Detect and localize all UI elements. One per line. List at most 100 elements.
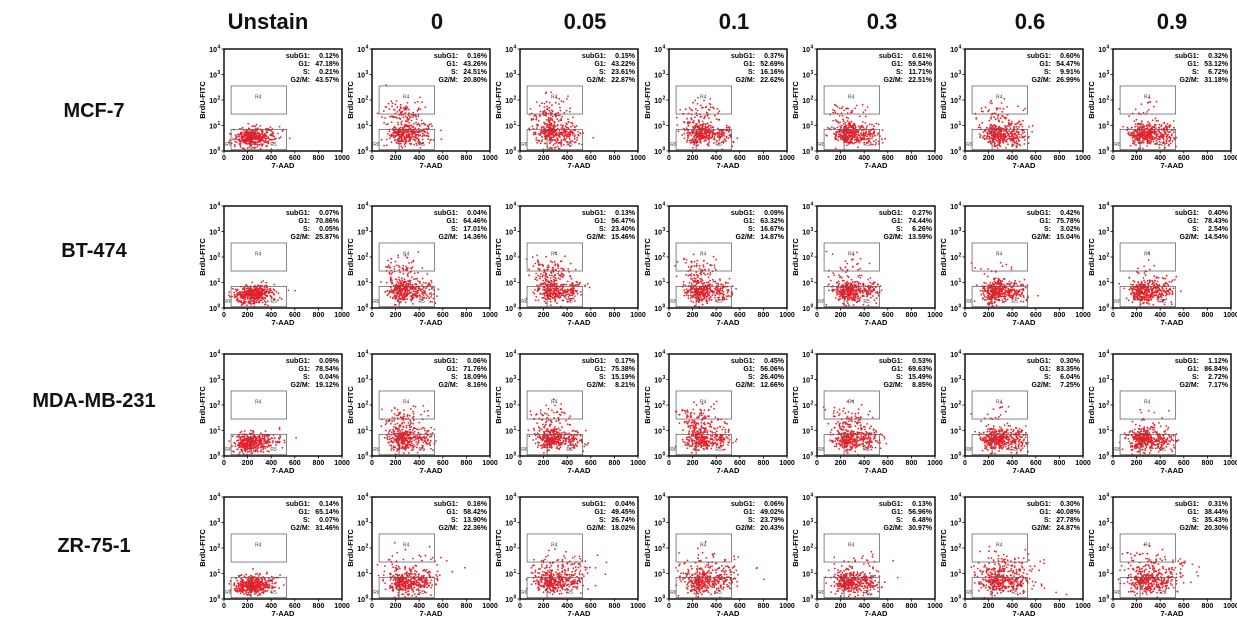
scatter-point [1172, 131, 1175, 134]
scatter-point [265, 131, 268, 134]
scatter-point [562, 299, 565, 302]
x-axis-label: 7-AAD [420, 161, 444, 170]
scatter-point [1003, 97, 1006, 100]
scatter-point [696, 109, 699, 112]
scatter-point [685, 262, 687, 264]
scatter-point [712, 255, 715, 258]
scatter-point [432, 297, 435, 300]
scatter-point [546, 122, 548, 125]
y-tick-exponent: 0 [663, 147, 666, 153]
scatter-point [1007, 143, 1009, 146]
scatter-point [271, 134, 274, 137]
scatter-point [873, 140, 875, 143]
x-tick-label: 800 [461, 312, 473, 319]
scatter-point [267, 140, 270, 143]
scatter-point [1173, 138, 1176, 140]
scatter-point [703, 259, 705, 262]
scatter-point [559, 106, 561, 109]
scatter-point [726, 126, 728, 129]
y-tick-label: 10 [357, 98, 365, 105]
y-tick-exponent: 2 [218, 253, 221, 259]
scatter-point [254, 129, 257, 132]
scatter-point [735, 287, 737, 290]
scatter-point [421, 138, 424, 141]
scatter-point [554, 146, 557, 149]
scatter-point [992, 140, 995, 143]
scatter-point [560, 117, 563, 120]
scatter-point [541, 132, 544, 134]
scatter-point [251, 281, 254, 284]
scatter-point [415, 121, 417, 124]
scatter-point [722, 290, 725, 293]
scatter-point [836, 120, 839, 123]
scatter-point [245, 301, 247, 303]
scatter-point [884, 137, 886, 140]
scatter-point [862, 111, 865, 114]
scatter-point [708, 138, 710, 141]
scatter-point [853, 139, 856, 141]
scatter-point [834, 147, 837, 150]
scatter-point [402, 131, 404, 134]
scatter-point [842, 118, 844, 121]
scatter-point [853, 122, 855, 125]
column-header: 0.9 [1157, 9, 1188, 34]
scatter-point [240, 304, 243, 306]
scatter-point [1134, 125, 1137, 128]
column-header: 0.05 [564, 9, 607, 34]
gate-r4 [378, 85, 435, 115]
scatter-point [536, 254, 539, 257]
scatter-point [699, 296, 702, 298]
scatter-point [558, 147, 561, 150]
scatter-point [234, 140, 237, 143]
scatter-point [699, 280, 702, 283]
scatter-point [690, 134, 693, 137]
y-tick-label: 10 [1098, 73, 1106, 80]
scatter-point [253, 125, 255, 128]
scatter-point [1004, 126, 1007, 128]
scatter-point [997, 115, 999, 117]
x-axis-label: 7-AAD [717, 161, 741, 170]
scatter-point [689, 133, 691, 135]
scatter-point [394, 127, 397, 129]
scatter-point [263, 134, 265, 137]
y-tick-label: 10 [505, 306, 513, 313]
scatter-point [392, 289, 395, 291]
scatter-point [395, 100, 398, 102]
gate-label: R4 [996, 95, 1003, 101]
scatter-point [381, 116, 383, 118]
scatter-point [557, 120, 560, 123]
scatter-point [246, 147, 249, 150]
x-tick-label: 800 [313, 155, 325, 162]
y-tick-exponent: 2 [663, 96, 666, 102]
stat-value: 25.87% [315, 234, 340, 241]
stat-value: 6.72% [1208, 69, 1229, 76]
scatter-point [1024, 107, 1026, 110]
scatter-point [246, 304, 248, 306]
scatter-point [569, 110, 571, 113]
scatter-point [576, 283, 579, 286]
scatter-point [542, 274, 544, 277]
scatter-point [1145, 125, 1148, 128]
scatter-point [534, 278, 537, 281]
scatter-point [700, 278, 703, 280]
scatter-point [1031, 130, 1033, 133]
scatter-point [1023, 136, 1025, 139]
scatter-point [1141, 131, 1144, 134]
scatter-point [256, 145, 259, 148]
scatter-point [429, 300, 432, 303]
scatter-point [864, 122, 867, 124]
scatter-point [410, 291, 412, 294]
scatter-point [404, 301, 407, 304]
scatter-point [871, 133, 874, 136]
scatter-point [549, 134, 552, 136]
scatter-point [551, 290, 553, 292]
scatter-point [415, 142, 418, 145]
scatter-point [877, 140, 880, 143]
stat-key: subG1: [286, 210, 310, 217]
scatter-point [707, 284, 710, 286]
scatter-point [854, 141, 856, 144]
stat-key: G2/M: [291, 77, 310, 84]
stat-key: G2/M: [291, 234, 310, 241]
scatter-point [1155, 127, 1157, 129]
